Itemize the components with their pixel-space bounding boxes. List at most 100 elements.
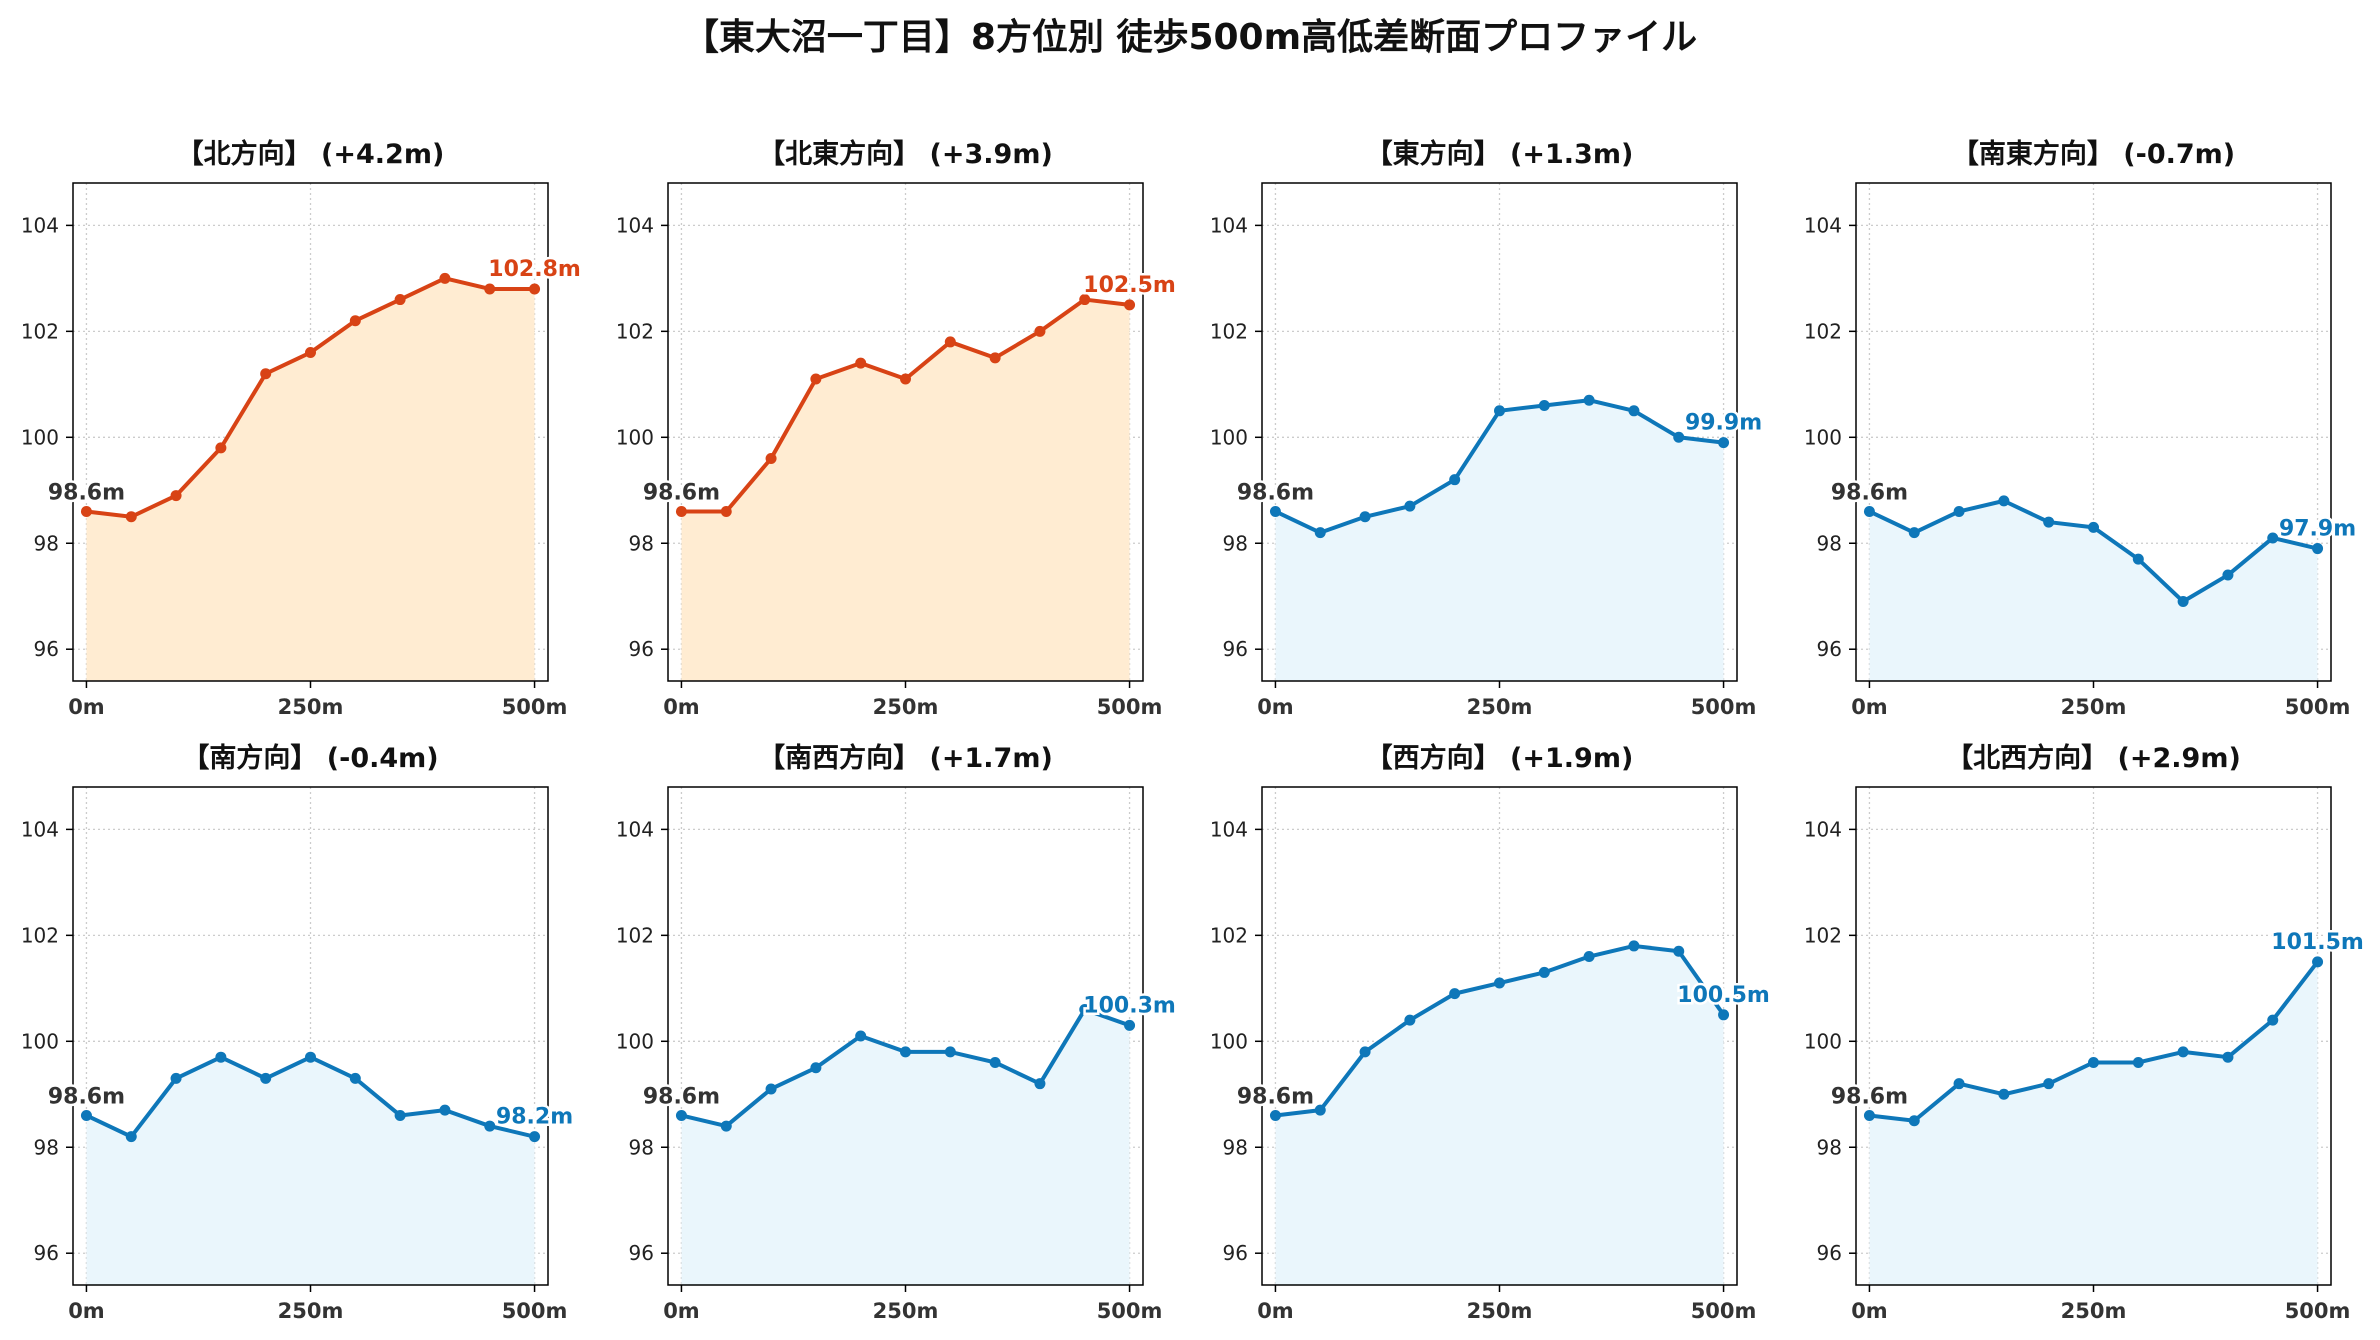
data-point bbox=[1998, 1088, 2010, 1100]
data-point bbox=[1314, 1104, 1326, 1116]
elevation-area bbox=[1869, 961, 2318, 1285]
subplot-title: 【南西方向】 (+1.7m) bbox=[758, 742, 1053, 774]
data-point bbox=[1863, 1109, 1875, 1121]
x-tick-label: 500m bbox=[2285, 695, 2351, 719]
data-point bbox=[1718, 1009, 1730, 1021]
data-point bbox=[1718, 437, 1730, 449]
x-tick-label: 500m bbox=[1097, 695, 1163, 719]
x-tick-label: 0m bbox=[663, 695, 700, 719]
data-point bbox=[2177, 1046, 2189, 1058]
data-point bbox=[2043, 1078, 2055, 1090]
end-elevation-label: 102.5m bbox=[1083, 273, 1176, 298]
x-tick-label: 250m bbox=[2061, 1299, 2127, 1323]
y-tick-label: 100 bbox=[1804, 425, 1842, 449]
data-point bbox=[170, 1072, 182, 1084]
data-point bbox=[900, 373, 911, 385]
data-point bbox=[2267, 1014, 2279, 1026]
data-point bbox=[1079, 1004, 1091, 1016]
end-elevation-label: 101.5m bbox=[2271, 930, 2364, 955]
y-tick-label: 100 bbox=[1210, 1029, 1248, 1053]
x-tick-label: 250m bbox=[278, 695, 344, 719]
y-tick-label: 96 bbox=[1817, 637, 1842, 661]
data-point bbox=[1404, 1014, 1416, 1026]
subplot-8: 【北西方向】 (+2.9m) 96 98 100 102 104 0m 250m 500m 98.… bbox=[1804, 742, 2367, 1323]
subplot-2: 【北東方向】 (+3.9m) 96 98 100 102 104 0m 250m 500m 98.… bbox=[616, 138, 1179, 719]
y-tick-label: 104 bbox=[1804, 213, 1842, 237]
data-point bbox=[2267, 532, 2279, 544]
data-point bbox=[80, 505, 92, 517]
end-elevation-label: 102.8m bbox=[488, 257, 581, 282]
elevation-area bbox=[1275, 945, 1724, 1285]
end-elevation-label: 98.2m bbox=[496, 1105, 573, 1130]
data-point bbox=[1124, 299, 1136, 311]
data-point bbox=[855, 1030, 867, 1042]
data-point bbox=[2043, 516, 2055, 528]
data-point bbox=[1494, 977, 1505, 989]
elevation-area bbox=[86, 278, 535, 681]
data-point bbox=[1673, 945, 1685, 957]
x-tick-label: 0m bbox=[1851, 695, 1888, 719]
end-elevation-label: 100.5m bbox=[1677, 983, 1770, 1008]
elevation-area bbox=[86, 1057, 535, 1285]
x-tick-label: 500m bbox=[1691, 695, 1757, 719]
data-point bbox=[394, 1109, 406, 1121]
y-tick-label: 100 bbox=[1804, 1029, 1842, 1053]
data-point bbox=[1953, 505, 1965, 517]
data-point bbox=[2312, 543, 2324, 555]
data-point bbox=[260, 1072, 272, 1084]
subplot-title: 【南方向】 (-0.4m) bbox=[182, 742, 438, 774]
x-tick-label: 0m bbox=[68, 695, 105, 719]
y-tick-label: 100 bbox=[21, 425, 59, 449]
data-point bbox=[170, 490, 182, 502]
y-tick-label: 102 bbox=[616, 319, 654, 343]
y-tick-label: 96 bbox=[629, 1241, 654, 1265]
y-tick-label: 98 bbox=[1817, 1135, 1842, 1159]
data-point bbox=[989, 352, 1001, 364]
data-point bbox=[944, 336, 956, 348]
data-point bbox=[944, 1046, 956, 1058]
data-point bbox=[675, 1109, 687, 1121]
start-elevation-label: 98.6m bbox=[1831, 1084, 1908, 1109]
elevation-area bbox=[1869, 500, 2318, 681]
x-tick-label: 0m bbox=[1851, 1299, 1888, 1323]
y-tick-label: 102 bbox=[1210, 923, 1248, 947]
figure-title: 【東大沼一丁目】8方位別 徒歩500m高低差断面プロファイル bbox=[682, 17, 1698, 58]
x-tick-label: 250m bbox=[873, 1299, 939, 1323]
y-tick-label: 98 bbox=[34, 531, 59, 555]
x-tick-label: 500m bbox=[502, 1299, 568, 1323]
data-point bbox=[1863, 505, 1875, 517]
data-point bbox=[2312, 956, 2324, 968]
subplot-title: 【北西方向】 (+2.9m) bbox=[1946, 742, 2241, 774]
data-point bbox=[1628, 405, 1640, 417]
data-point bbox=[484, 1120, 496, 1132]
data-point bbox=[1269, 505, 1281, 517]
data-point bbox=[1494, 405, 1505, 417]
x-tick-label: 0m bbox=[1257, 1299, 1294, 1323]
x-tick-label: 0m bbox=[1257, 695, 1294, 719]
data-point bbox=[765, 452, 777, 464]
data-point bbox=[1124, 1019, 1136, 1031]
data-point bbox=[1269, 1109, 1281, 1121]
y-tick-label: 102 bbox=[1804, 319, 1842, 343]
data-point bbox=[1359, 511, 1371, 523]
data-point bbox=[765, 1083, 777, 1095]
y-tick-label: 104 bbox=[1210, 213, 1248, 237]
elevation-area bbox=[1275, 400, 1724, 681]
y-tick-label: 100 bbox=[21, 1029, 59, 1053]
subplot-6: 【南西方向】 (+1.7m) 96 98 100 102 104 0m 250m 500m 98.… bbox=[616, 742, 1179, 1323]
start-elevation-label: 98.6m bbox=[48, 1084, 125, 1109]
data-point bbox=[2132, 1056, 2144, 1068]
x-tick-label: 0m bbox=[68, 1299, 105, 1323]
x-tick-label: 250m bbox=[278, 1299, 344, 1323]
y-tick-label: 104 bbox=[616, 817, 654, 841]
y-tick-label: 96 bbox=[1223, 1241, 1248, 1265]
y-tick-label: 100 bbox=[616, 425, 654, 449]
y-tick-label: 102 bbox=[1804, 923, 1842, 947]
data-point bbox=[2222, 569, 2234, 581]
data-point bbox=[439, 272, 451, 284]
start-elevation-label: 98.6m bbox=[1237, 480, 1314, 505]
y-tick-label: 98 bbox=[629, 531, 654, 555]
y-tick-label: 96 bbox=[1223, 637, 1248, 661]
y-tick-label: 102 bbox=[616, 923, 654, 947]
